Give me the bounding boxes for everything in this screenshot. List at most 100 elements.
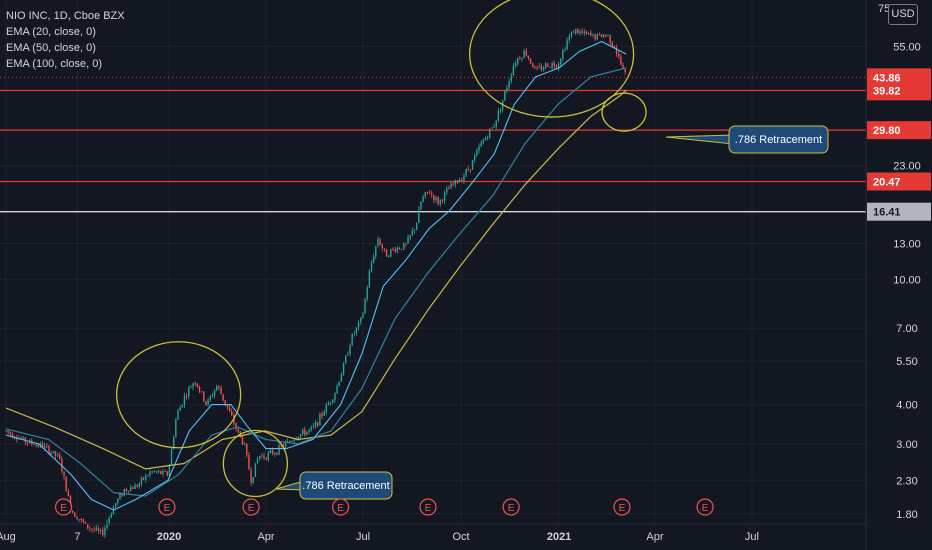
last-price-value: 43.86 bbox=[873, 72, 901, 84]
candle-down bbox=[456, 180, 459, 183]
callout-box[interactable] bbox=[728, 125, 829, 154]
x-tick-label: Oct bbox=[452, 531, 469, 543]
candle-up bbox=[278, 444, 280, 455]
candle-down bbox=[431, 193, 433, 195]
candle-down bbox=[132, 487, 134, 490]
candle-up bbox=[106, 522, 108, 528]
x-tick-label: 2021 bbox=[547, 531, 571, 543]
candle-down bbox=[392, 249, 394, 250]
candle-up bbox=[486, 137, 489, 139]
earnings-marker[interactable] bbox=[613, 498, 631, 516]
candle-down bbox=[532, 63, 534, 68]
candle-up bbox=[579, 31, 581, 34]
candle-down bbox=[203, 391, 205, 402]
candle-up bbox=[364, 298, 366, 314]
earnings-marker-label: E bbox=[60, 503, 67, 514]
candle-down bbox=[246, 443, 248, 455]
price-level-tag bbox=[867, 121, 931, 140]
candle-up bbox=[310, 426, 312, 430]
candle-up bbox=[138, 483, 140, 487]
candle-down bbox=[555, 65, 558, 68]
candle-up bbox=[587, 32, 590, 35]
candle-down bbox=[228, 407, 231, 412]
candle-up bbox=[252, 476, 254, 483]
candle-up bbox=[544, 63, 547, 69]
candle-up bbox=[151, 471, 153, 473]
candle-up bbox=[329, 402, 332, 404]
earnings-marker[interactable] bbox=[242, 498, 260, 516]
candle-up bbox=[211, 395, 214, 397]
candle-down bbox=[611, 42, 613, 46]
candle-up bbox=[355, 327, 358, 334]
candle-down bbox=[276, 453, 278, 455]
candle-up bbox=[170, 448, 173, 466]
y-tick-label: 23.00 bbox=[893, 161, 921, 173]
candle-up bbox=[52, 451, 54, 453]
candle-down bbox=[54, 451, 57, 456]
ema-100-legend[interactable]: EMA (100, close, 0) bbox=[6, 58, 102, 70]
candle-down bbox=[222, 394, 224, 400]
earnings-marker[interactable] bbox=[332, 498, 350, 516]
candle-down bbox=[540, 66, 543, 70]
candle-down bbox=[160, 470, 162, 475]
candle-down bbox=[381, 244, 383, 249]
candle-up bbox=[338, 381, 340, 386]
candle-up bbox=[302, 429, 304, 435]
candle-up bbox=[190, 387, 192, 388]
currency-button[interactable]: USD bbox=[888, 4, 918, 25]
candle-up bbox=[110, 514, 113, 518]
candle-up bbox=[5, 430, 7, 432]
candle-down bbox=[87, 523, 89, 528]
candle-down bbox=[220, 387, 222, 395]
highlight-circle bbox=[601, 92, 647, 132]
earnings-marker-label: E bbox=[164, 503, 171, 514]
candle-down bbox=[41, 443, 44, 448]
candle-up bbox=[413, 229, 416, 231]
price-level-value: 39.82 bbox=[873, 86, 901, 98]
candle-up bbox=[458, 179, 461, 183]
candle-up bbox=[254, 463, 257, 477]
ema-20-legend[interactable]: EMA (20, close, 0) bbox=[6, 26, 96, 38]
candle-up bbox=[336, 385, 338, 394]
candle-up bbox=[140, 477, 143, 484]
candle-up bbox=[284, 442, 287, 448]
candle-down bbox=[428, 192, 431, 194]
symbol-title[interactable]: NIO INC, 1D, Cboe BZX bbox=[6, 10, 125, 22]
candle-up bbox=[130, 487, 132, 492]
candle-up bbox=[439, 199, 441, 205]
price-level-value: 29.80 bbox=[873, 125, 901, 137]
candle-up bbox=[175, 419, 177, 438]
earnings-marker[interactable] bbox=[419, 498, 437, 516]
earnings-marker[interactable] bbox=[158, 498, 176, 516]
callout-box[interactable] bbox=[299, 471, 393, 500]
candle-up bbox=[506, 87, 508, 92]
ema-50-legend[interactable]: EMA (50, close, 0) bbox=[6, 42, 96, 54]
candle-up bbox=[360, 317, 362, 323]
earnings-marker[interactable] bbox=[502, 498, 520, 516]
candle-down bbox=[433, 194, 435, 201]
candle-down bbox=[581, 31, 583, 33]
candle-up bbox=[261, 455, 263, 457]
price-level-tag bbox=[867, 202, 931, 221]
candle-down bbox=[37, 444, 39, 447]
earnings-marker[interactable] bbox=[696, 498, 714, 516]
candle-down bbox=[265, 457, 267, 460]
candle-down bbox=[48, 445, 50, 454]
candle-up bbox=[570, 32, 573, 37]
candle-down bbox=[205, 401, 207, 405]
candle-down bbox=[613, 45, 616, 48]
y-tick-label: 55.00 bbox=[893, 41, 921, 53]
candle-up bbox=[480, 142, 482, 147]
candle-down bbox=[525, 50, 527, 56]
candle-up bbox=[119, 493, 121, 499]
candle-down bbox=[93, 529, 95, 531]
candle-up bbox=[420, 201, 422, 210]
candle-up bbox=[114, 503, 117, 507]
earnings-marker[interactable] bbox=[54, 498, 73, 516]
y-axis[interactable]: 75 1.80 2.30 3.00 4.00 5.50 7.00 10.00 13.00 23.0… bbox=[865, 0, 932, 550]
candle-up bbox=[293, 439, 295, 442]
candle-down bbox=[218, 386, 220, 388]
candle-down bbox=[622, 64, 624, 69]
